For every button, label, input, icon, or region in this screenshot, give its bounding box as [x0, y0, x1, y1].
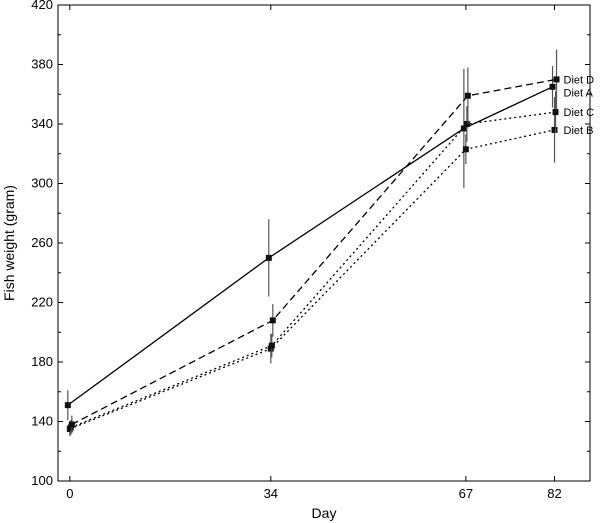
series-diet-d	[68, 49, 560, 434]
series-line	[71, 78, 557, 426]
y-tick-label: 100	[31, 473, 53, 488]
y-tick-label: 140	[31, 414, 53, 429]
series-line	[70, 111, 556, 429]
data-point	[552, 109, 559, 116]
x-tick-label: 34	[264, 486, 278, 501]
data-point	[64, 402, 71, 409]
data-point	[269, 317, 276, 324]
plot-frame	[57, 4, 591, 482]
series-line	[69, 129, 555, 430]
x-tick-label: 0	[66, 486, 73, 501]
data-point	[463, 121, 470, 127]
data-point	[68, 421, 75, 428]
series-diet-c	[67, 91, 559, 435]
y-tick-label: 220	[31, 295, 53, 310]
y-axis-ticks: 100 140 180 220 260 300 340 380 420	[31, 0, 590, 488]
series-diet-b	[66, 97, 558, 437]
data-point	[268, 342, 275, 349]
y-tick-label: 380	[31, 57, 53, 72]
x-axis-ticks: 0 34 67 82	[66, 5, 562, 501]
series-line	[67, 86, 553, 406]
x-axis-label: Day	[312, 505, 337, 521]
series-label: Diet A	[564, 87, 594, 99]
x-tick-label: 82	[547, 486, 561, 501]
y-tick-label: 260	[31, 235, 53, 250]
data-point	[464, 92, 471, 99]
series-label: Diet B	[564, 125, 594, 137]
series-layer	[64, 49, 560, 437]
data-point	[265, 254, 272, 261]
y-axis-label: Fish weight (gram)	[1, 185, 17, 301]
series-diet-a	[64, 65, 556, 421]
data-point	[549, 83, 556, 90]
data-point	[551, 126, 558, 133]
y-tick-label: 340	[31, 116, 53, 131]
y-tick-label: 180	[31, 354, 53, 369]
series-labels: Diet A Diet B Diet C Diet D	[564, 74, 595, 137]
x-tick-label: 67	[459, 486, 473, 501]
data-point	[553, 76, 560, 83]
data-point	[460, 125, 467, 132]
series-label: Diet C	[564, 107, 595, 119]
y-tick-label: 300	[31, 176, 53, 191]
series-label: Diet D	[564, 74, 595, 86]
data-point	[462, 146, 469, 153]
y-tick-label: 420	[31, 0, 53, 12]
